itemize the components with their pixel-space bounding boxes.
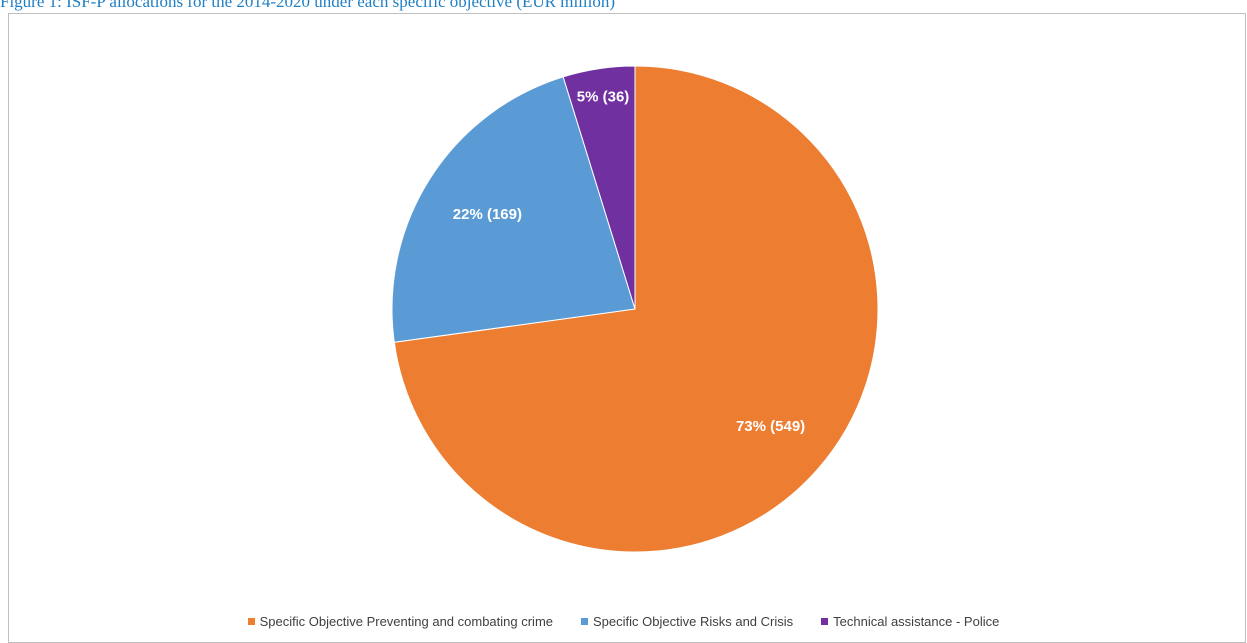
chart-legend: Specific Objective Preventing and combat… xyxy=(0,614,1247,629)
legend-swatch-risks xyxy=(581,618,589,625)
legend-item-technical: Technical assistance - Police xyxy=(821,614,999,629)
legend-swatch-technical xyxy=(821,618,829,625)
legend-item-crime: Specific Objective Preventing and combat… xyxy=(247,614,554,629)
data-label-technical: 5% (36) xyxy=(577,89,630,106)
legend-label-crime: Specific Objective Preventing and combat… xyxy=(259,614,554,629)
data-label-crime: 73% (549) xyxy=(736,418,805,435)
legend-label-technical: Technical assistance - Police xyxy=(833,614,1000,629)
legend-swatch-crime xyxy=(247,618,255,625)
pie-slice-crime xyxy=(393,65,879,553)
legend-label-risks: Specific Objective Risks and Crisis xyxy=(593,614,794,629)
figure-caption: Figure 1: ISF-P allocations for the 2014… xyxy=(0,0,616,11)
data-label-risks: 22% (169) xyxy=(453,206,522,223)
pie-slice-technical xyxy=(562,65,636,310)
legend-item-risks: Specific Objective Risks and Crisis xyxy=(581,614,793,629)
pie-slice-risks xyxy=(391,76,636,343)
